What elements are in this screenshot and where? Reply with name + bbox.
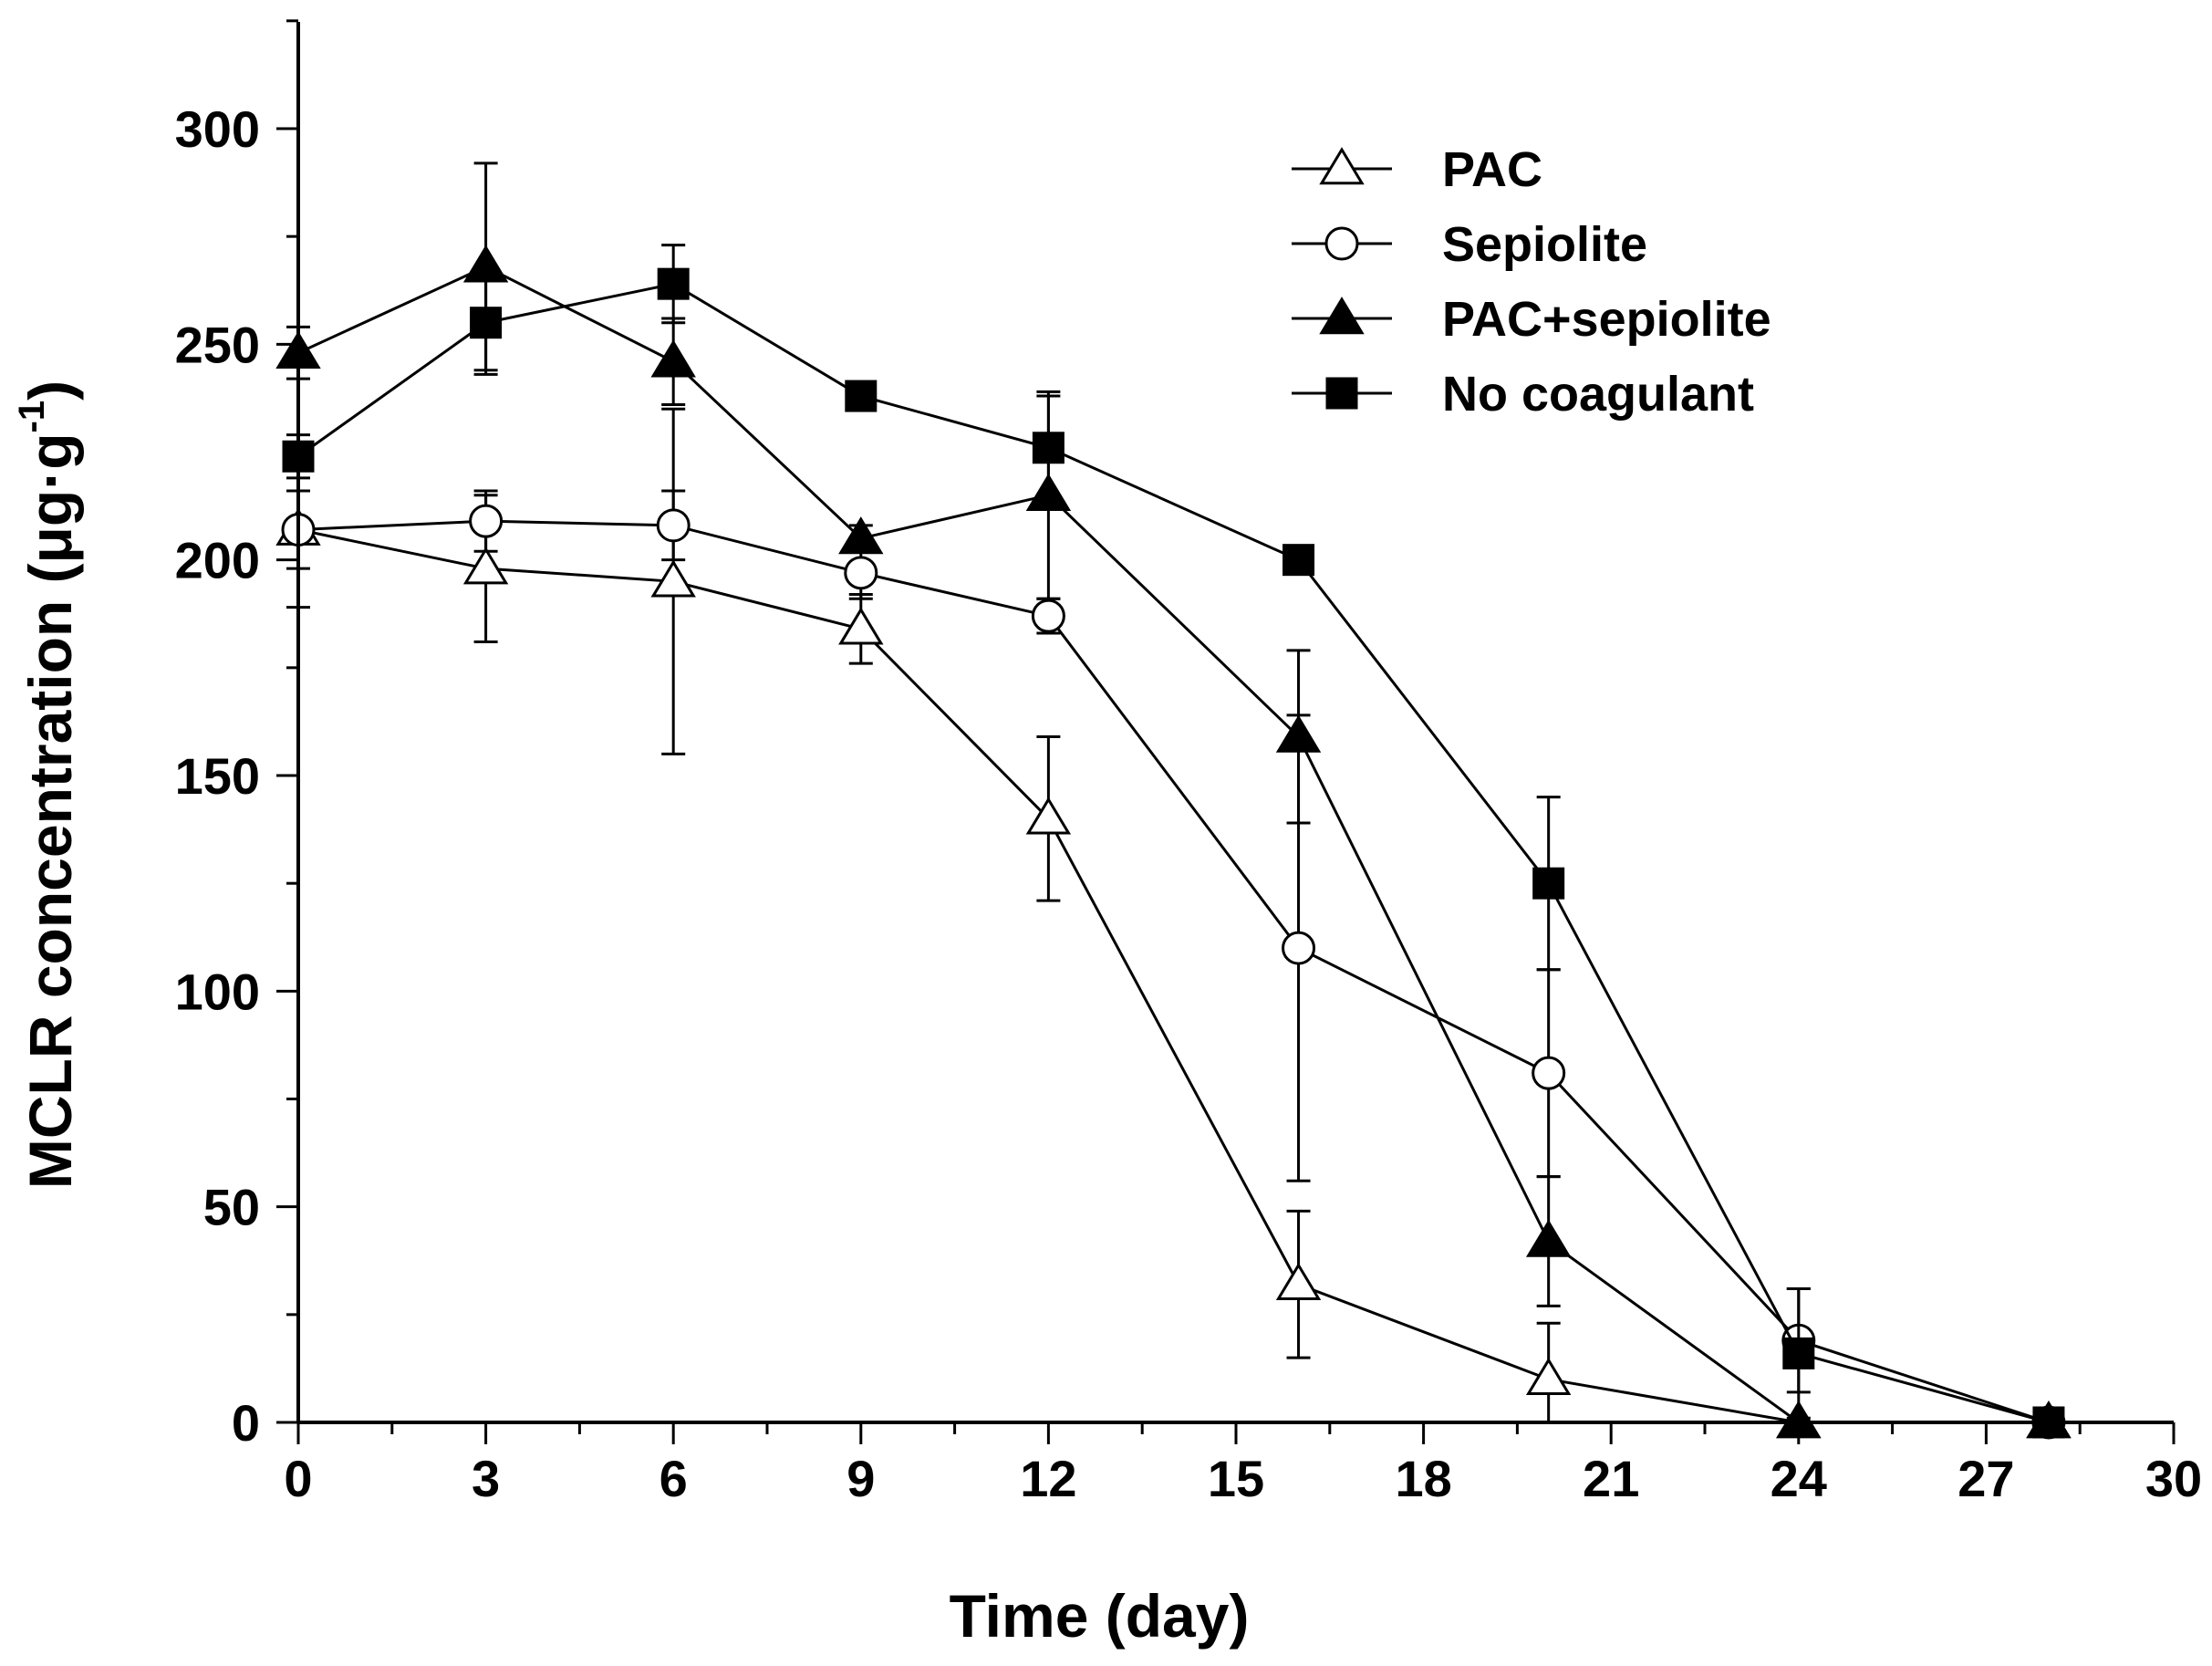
y-tick-label: 100 <box>175 963 260 1020</box>
data-point-pac-sepiolite <box>838 516 884 555</box>
data-point-pac-sepiolite <box>650 339 696 378</box>
data-point-sepiolite <box>469 504 504 538</box>
legend-item-pac-sepiolite: PAC+sepiolite <box>1292 292 1771 347</box>
data-point-pac <box>838 607 884 645</box>
data-point-sepiolite <box>1031 599 1065 633</box>
x-tick-label: 21 <box>1583 1450 1639 1507</box>
legend-marker <box>1319 297 1365 335</box>
legend: PAC Sepiolite PAC+sepiolite No coagulant <box>1292 142 1771 422</box>
data-point-pac-sepiolite <box>1275 714 1322 753</box>
x-tick-label: 9 <box>846 1450 875 1507</box>
y-axis-title: MCLR concentration (μg·g-1) <box>12 380 84 1189</box>
plot-area <box>275 161 2072 1440</box>
x-tick-label: 6 <box>659 1450 688 1507</box>
x-tick-label: 15 <box>1208 1450 1264 1507</box>
data-point-sepiolite <box>1282 931 1316 965</box>
data-point-no-coagulant <box>1032 432 1064 464</box>
legend-label: PAC <box>1442 142 1542 197</box>
y-tick-label: 300 <box>175 100 260 158</box>
data-point-pac <box>1025 797 1072 835</box>
x-tick-label: 0 <box>284 1450 312 1507</box>
data-point-pac <box>1525 1357 1572 1395</box>
data-point-pac-sepiolite <box>1525 1219 1572 1257</box>
legend-label: PAC+sepiolite <box>1442 292 1771 347</box>
data-point-sepiolite <box>656 508 691 543</box>
data-point-pac <box>650 559 696 598</box>
data-point-pac <box>462 547 509 585</box>
data-point-no-coagulant <box>1782 1337 1815 1369</box>
legend-item-pac: PAC <box>1292 142 1542 197</box>
legend-item-no-coagulant: No coagulant <box>1292 367 1754 422</box>
x-tick-label: 12 <box>1020 1450 1076 1507</box>
legend-item-sepiolite: Sepiolite <box>1292 217 1647 272</box>
legend-marker <box>1319 147 1365 185</box>
legend-marker <box>1324 226 1359 261</box>
y-tick-label: 0 <box>232 1394 260 1452</box>
data-point-no-coagulant <box>845 380 878 412</box>
x-tick-label: 24 <box>1771 1450 1827 1507</box>
x-tick-label: 3 <box>472 1450 500 1507</box>
data-point-no-coagulant <box>470 307 503 339</box>
series-no-coagulant <box>282 244 2065 1439</box>
y-tick-label: 50 <box>203 1179 260 1236</box>
data-point-sepiolite <box>1532 1056 1566 1090</box>
x-axis-title: Time (day) <box>950 1582 1250 1650</box>
x-tick-label: 27 <box>1958 1450 2014 1507</box>
data-point-pac <box>1275 1262 1322 1300</box>
data-point-no-coagulant <box>1283 544 1315 577</box>
data-point-no-coagulant <box>657 267 690 300</box>
y-tick-label: 150 <box>175 747 260 805</box>
legend-marker <box>1325 377 1358 410</box>
legend-label: No coagulant <box>1442 367 1754 422</box>
x-tick-label: 30 <box>2145 1450 2202 1507</box>
x-tick-label: 18 <box>1395 1450 1451 1507</box>
data-point-sepiolite <box>844 556 878 590</box>
y-tick-label: 200 <box>175 532 260 589</box>
y-tick-label: 250 <box>175 316 260 373</box>
legend-label: Sepiolite <box>1442 217 1647 272</box>
data-point-no-coagulant <box>1532 867 1565 900</box>
